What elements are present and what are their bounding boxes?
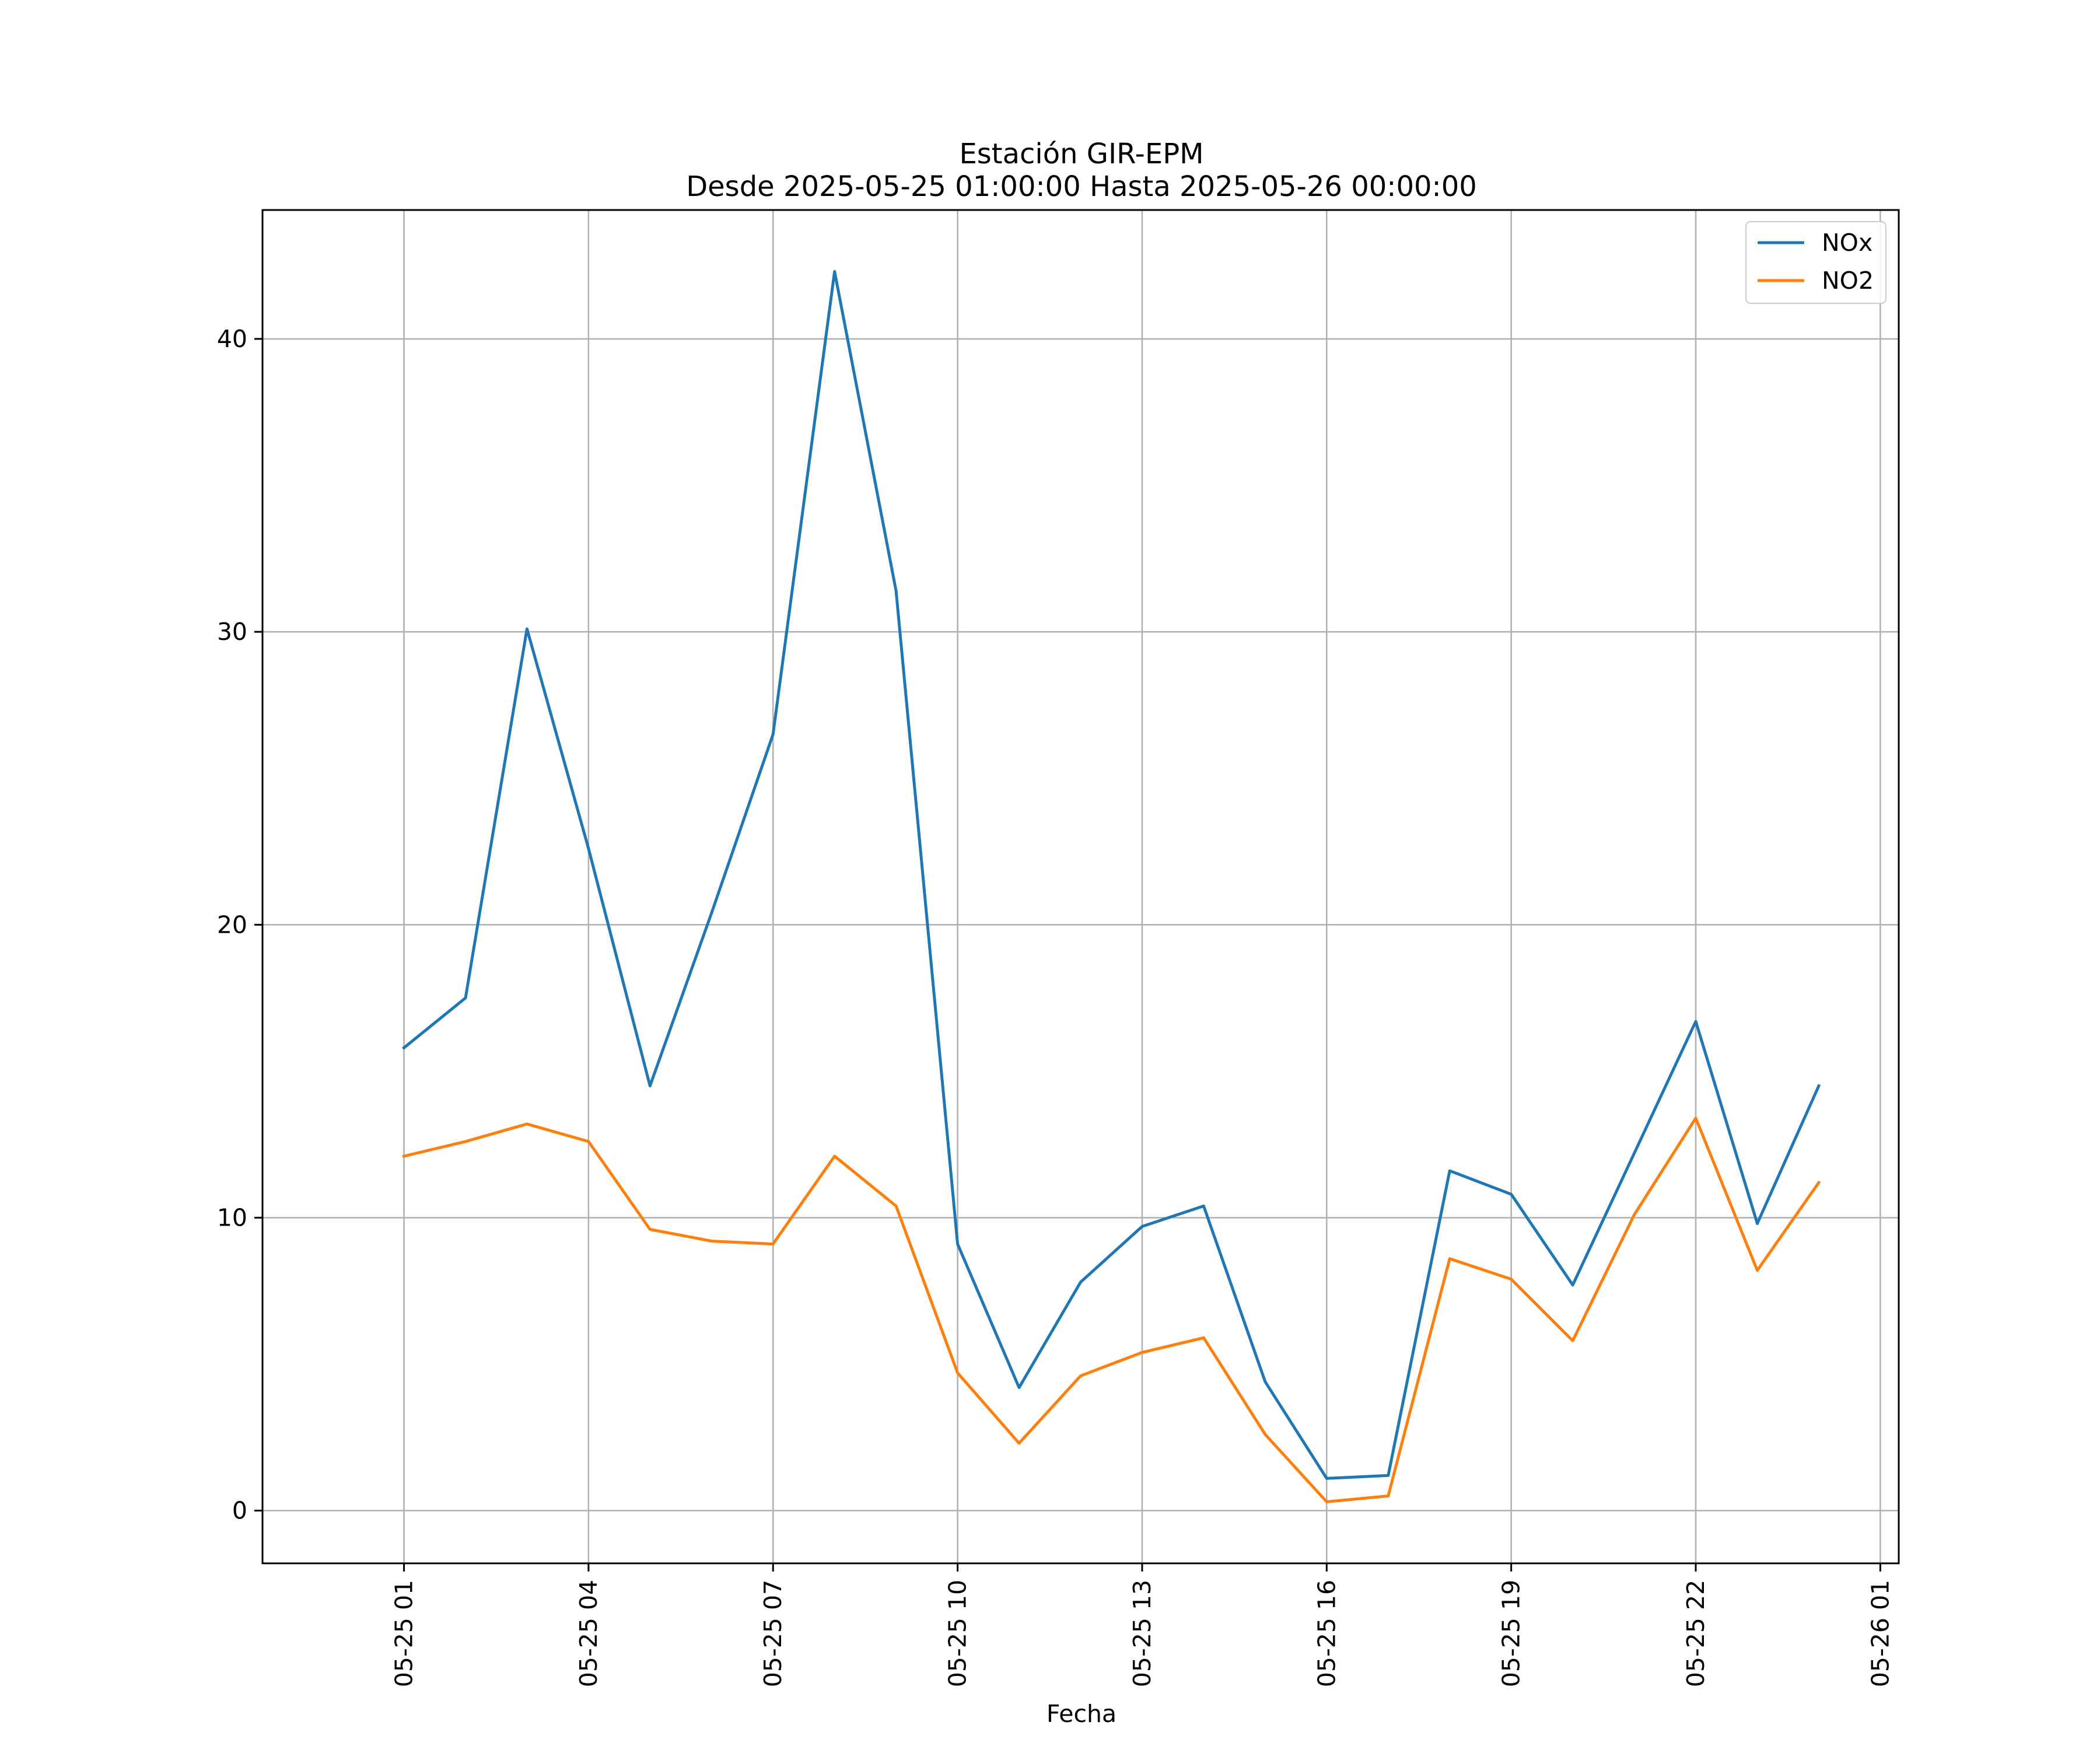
x-tick-label: 05-25 19 xyxy=(1497,1580,1525,1687)
y-axis: 0 10 20 30 40 xyxy=(217,325,262,1525)
x-tick-label: 05-25 22 xyxy=(1682,1580,1710,1687)
series-line-no2 xyxy=(402,1116,1821,1503)
y-tick-label: 40 xyxy=(217,325,247,353)
x-tick-label: 05-25 04 xyxy=(575,1580,603,1687)
x-axis-label: Fecha xyxy=(1046,1700,1116,1728)
legend: NOx NO2 xyxy=(1745,221,1887,304)
y-tick-label: 10 xyxy=(217,1203,247,1231)
x-tick-label: 05-26 01 xyxy=(1866,1580,1894,1687)
y-tick-label: 30 xyxy=(217,618,247,646)
y-tick-label: 0 xyxy=(232,1497,247,1525)
legend-label-no2: NO2 xyxy=(1822,267,1874,295)
x-tick-label: 05-25 07 xyxy=(759,1580,787,1687)
plot-area-frame xyxy=(261,209,1900,1564)
x-tick-label: 05-25 01 xyxy=(390,1580,418,1687)
chart-title: Estación GIR-EPM xyxy=(959,138,1203,170)
x-axis: 05-25 01 05-25 04 05-25 07 05-25 10 05-25 13… xyxy=(390,1563,1894,1687)
series-line-nox xyxy=(401,270,1821,1480)
series-layer xyxy=(401,270,1821,1503)
x-tick-label: 05-25 16 xyxy=(1312,1580,1340,1687)
y-tick-label: 20 xyxy=(217,911,247,939)
x-tick-label: 05-25 13 xyxy=(1128,1580,1156,1687)
x-tick-label: 05-25 10 xyxy=(944,1580,972,1687)
legend-label-nox: NOx xyxy=(1822,229,1873,257)
chart-subtitle: Desde 2025-05-25 01:00:00 Hasta 2025-05-… xyxy=(686,170,1477,203)
grid xyxy=(262,210,1899,1563)
